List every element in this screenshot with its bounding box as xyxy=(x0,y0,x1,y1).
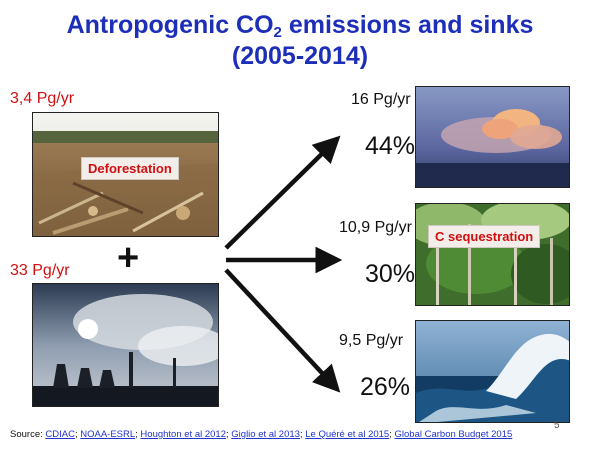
land-sink-value: 10,9 Pg/yr xyxy=(339,219,412,236)
title-line-1: Antropogenic CO2 emissions and sinks xyxy=(66,11,534,41)
atmosphere-percent: 44% xyxy=(365,132,416,160)
fossil-emissions-value: 33 Pg/yr xyxy=(10,262,70,279)
forest-image xyxy=(416,204,569,305)
link-global-carbon-budget-2015[interactable]: Global Carbon Budget 2015 xyxy=(394,429,513,440)
land-sink-percent: 30% xyxy=(365,260,416,288)
arrow-to-ocean xyxy=(224,268,341,393)
forest-photo: C sequestration xyxy=(415,203,570,306)
link-cdiac[interactable]: CDIAC xyxy=(45,429,75,440)
arrow-to-atmosphere xyxy=(224,135,341,250)
link-giglio-2013[interactable]: Giglio et al 2013 xyxy=(231,429,300,440)
power-plant-photo xyxy=(32,283,219,407)
ocean-percent: 26% xyxy=(360,373,411,401)
title-line-2: (2005-2014) xyxy=(231,42,369,70)
atmosphere-photo xyxy=(415,86,570,188)
link-le-quere-2015[interactable]: Le Quéré et al 2015 xyxy=(305,429,390,440)
page-number: 5 xyxy=(554,420,560,431)
plus-sign: + xyxy=(117,237,140,279)
power-plant-image xyxy=(33,284,218,406)
link-houghton-2012[interactable]: Houghton et al 2012 xyxy=(140,429,226,440)
ocean-wave-image xyxy=(416,321,569,422)
ocean-photo xyxy=(415,320,570,423)
land-sink-label: C sequestration xyxy=(428,225,541,248)
clouds-image xyxy=(416,87,569,187)
source-prefix: Source: xyxy=(10,429,46,440)
atmosphere-value: 16 Pg/yr xyxy=(351,91,411,108)
link-noaa-esrl[interactable]: NOAA-ESRL xyxy=(80,429,136,440)
deforestation-value: 3,4 Pg/yr xyxy=(10,90,75,107)
source-citation: Source: CDIAC; NOAA-ESRL; Houghton et al… xyxy=(10,429,513,440)
deforestation-photo: Deforestation xyxy=(32,112,219,237)
deforestation-label: Deforestation xyxy=(81,157,179,180)
slide-title: Antropogenic CO2 emissions and sinks (20… xyxy=(0,10,600,72)
ocean-value: 9,5 Pg/yr xyxy=(339,332,404,349)
